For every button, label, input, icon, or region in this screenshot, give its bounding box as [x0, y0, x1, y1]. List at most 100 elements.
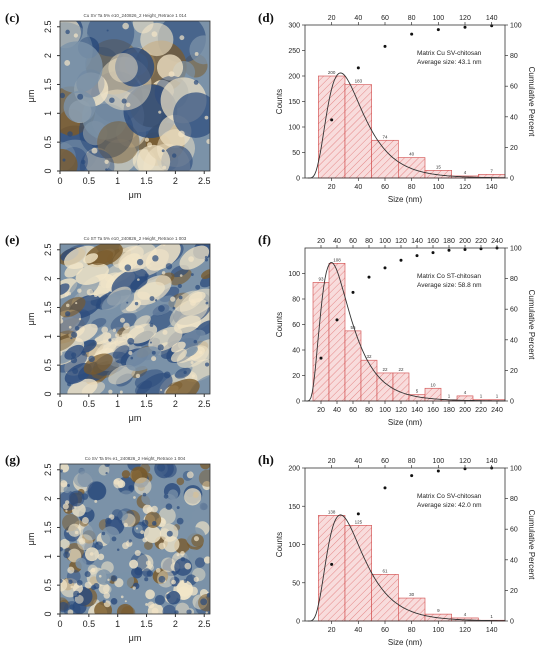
top-tick-label: 220 [475, 238, 487, 245]
x-tick-label: 80 [365, 407, 373, 414]
bar-value-label: 125 [355, 519, 363, 524]
y2-tick-label: 40 [510, 114, 518, 121]
bar [371, 574, 399, 622]
afm-x-axis-label: μm [129, 413, 142, 423]
x-tick-label: 140 [486, 627, 498, 634]
bar-value-label: 200 [328, 70, 336, 75]
top-tick-label: 120 [459, 15, 471, 22]
x-axis-label: Size (nm) [388, 638, 423, 647]
bar-value-label: 4 [464, 390, 467, 395]
afm-surface [60, 21, 210, 171]
y-tick-label: 20 [292, 373, 300, 380]
afm-x-tick-label: 1.5 [140, 619, 153, 629]
afm-frame [59, 463, 211, 615]
x-tick-label: 60 [349, 407, 357, 414]
y-tick-label: 50 [292, 580, 300, 587]
y-tick-label: 200 [288, 466, 300, 473]
y-tick-label: 0 [296, 399, 300, 406]
y-axis-label: Counts [275, 532, 284, 557]
top-tick-label: 40 [333, 238, 341, 245]
bar [360, 359, 378, 402]
y2-tick-label: 80 [510, 53, 518, 60]
afm-x-tick-label: 1 [115, 399, 120, 409]
top-tick-label: 140 [486, 458, 498, 465]
afm-title: Cu SV Ta 5% e10_240826_2 Height_Retrace … [84, 13, 187, 18]
bar [371, 139, 399, 179]
annotation-sample: Matrix Co ST-chitosan [417, 273, 481, 280]
cumulative-point [410, 32, 414, 36]
x-tick-label: 40 [354, 627, 362, 634]
fit-curve [306, 262, 505, 402]
annotation-average: Average size: 58.8 nm [417, 282, 482, 289]
afm-y-tick-label: 1.5 [43, 78, 53, 91]
x-tick-label: 180 [443, 407, 455, 414]
afm-y-tick-label: 1.5 [43, 521, 53, 534]
afm-y-tick-label: 2.5 [43, 464, 53, 477]
bar-value-label: 5 [416, 389, 419, 394]
y2-tick-label: 60 [510, 527, 518, 534]
bar-value-label: 22 [382, 367, 388, 372]
y-tick-label: 150 [288, 504, 300, 511]
bar-value-label: 1 [490, 614, 493, 619]
afm-x-tick-label: 2.5 [198, 176, 211, 186]
bar [392, 372, 410, 402]
afm-x-tick-label: 1.5 [140, 176, 153, 186]
top-tick-label: 20 [328, 458, 336, 465]
afm-frame [59, 243, 211, 395]
afm-y-tick-label: 0 [43, 611, 53, 616]
afm-x-tick-label: 0 [57, 619, 62, 629]
cumulative-point [383, 486, 387, 490]
afm-title: Co ST Ta 5% e10_240826_2 Height_Retrace … [84, 236, 187, 241]
bar [344, 84, 372, 179]
afm-y-tick-label: 2.5 [43, 21, 53, 34]
afm-x-tick-label: 0.5 [83, 399, 96, 409]
bar [328, 262, 346, 402]
top-tick-label: 100 [379, 238, 391, 245]
top-tick-label: 80 [365, 238, 373, 245]
y2-tick-label: 100 [510, 466, 522, 473]
panel-label-c: (c) [5, 10, 20, 25]
bar-value-label: 183 [355, 79, 363, 84]
top-tick-label: 60 [381, 458, 389, 465]
bar-value-label: 1 [496, 394, 499, 399]
top-tick-label: 160 [427, 238, 439, 245]
x-tick-label: 100 [379, 407, 391, 414]
y2-tick-label: 60 [510, 307, 518, 314]
y2-tick-label: 80 [510, 496, 518, 503]
afm-x-tick-label: 1 [115, 176, 120, 186]
bar-value-label: 30 [409, 592, 415, 597]
afm-x-tick-label: 0.5 [83, 619, 96, 629]
top-tick-label: 60 [381, 15, 389, 22]
afm-y-tick-label: 1.5 [43, 301, 53, 314]
cumulative-point [335, 318, 339, 322]
top-tick-label: 100 [432, 15, 444, 22]
afm-surface [60, 464, 210, 614]
y-tick-label: 0 [296, 619, 300, 626]
y-axis-label: Counts [275, 312, 284, 337]
bar-value-label: 4 [464, 170, 467, 175]
afm-image-c: Cu SV Ta 5% e10_240826_2 Height_Retrace … [26, 13, 211, 200]
afm-x-tick-label: 2 [173, 399, 178, 409]
y-tick-label: 100 [288, 542, 300, 549]
afm-y-tick-label: 2 [43, 53, 53, 58]
cumulative-point [319, 356, 323, 360]
x-tick-label: 140 [411, 407, 423, 414]
annotation-sample: Matrix Co SV-chitosan [417, 493, 482, 500]
afm-y-tick-label: 1 [43, 111, 53, 116]
y-tick-label: 200 [288, 74, 300, 81]
top-tick-label: 20 [317, 238, 325, 245]
afm-y-tick-label: 2 [43, 496, 53, 501]
panel-label-f: (f) [258, 232, 271, 247]
bar-value-label: 61 [382, 568, 388, 573]
afm-x-tick-label: 1.5 [140, 399, 153, 409]
bar-value-label: 55 [350, 325, 356, 330]
afm-y-tick-label: 1 [43, 334, 53, 339]
bar-value-label: 108 [333, 257, 341, 262]
cumulative-point [330, 118, 334, 122]
x-tick-label: 240 [491, 407, 503, 414]
x-axis-label: Size (nm) [388, 195, 423, 204]
y-tick-label: 40 [292, 348, 300, 355]
top-tick-label: 100 [432, 458, 444, 465]
x-tick-label: 60 [381, 184, 389, 191]
y2-tick-label: 0 [510, 619, 514, 626]
